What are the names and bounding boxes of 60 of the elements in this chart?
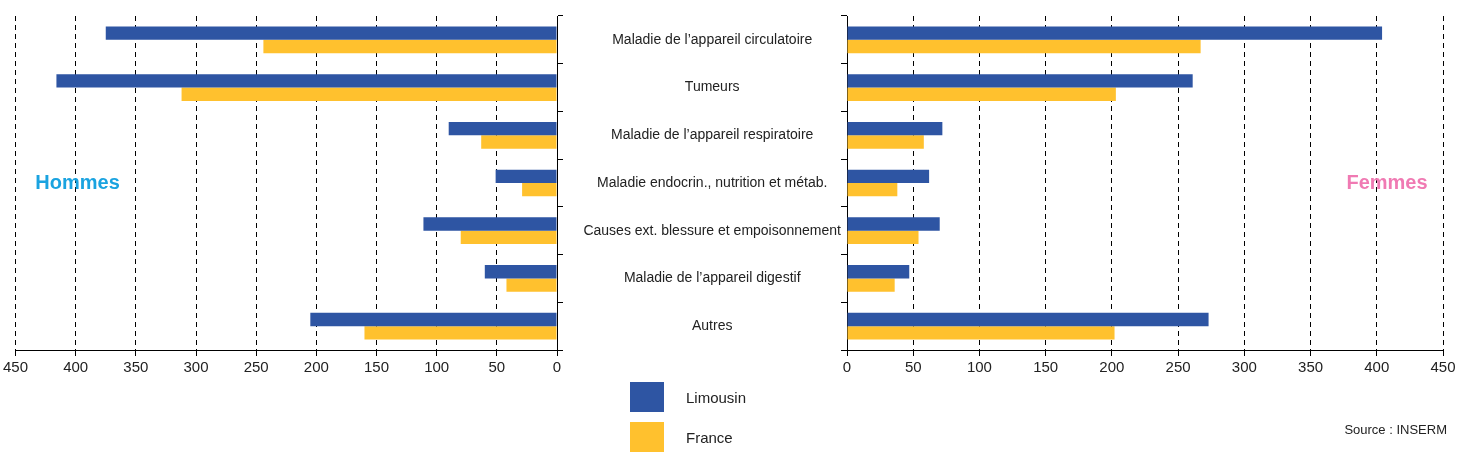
- text: Femmes: [1346, 170, 1428, 193]
- x-tick-label: 400: [1364, 358, 1390, 376]
- y-tick-label: Autres: [691, 317, 733, 333]
- legend-label: France: [686, 428, 733, 446]
- x-tick-label: 50: [488, 358, 506, 376]
- bar: [847, 39, 1201, 54]
- x-tick-label: 0: [842, 358, 852, 376]
- bar: [522, 183, 557, 197]
- x-tick-label: 250: [1165, 358, 1191, 376]
- bar: [847, 135, 924, 149]
- x-tick-label: 150: [363, 358, 390, 376]
- bar: [506, 278, 557, 292]
- x-tick-label: 350: [123, 358, 149, 376]
- bar: [484, 265, 557, 279]
- x-tick-label: 300: [1231, 358, 1257, 376]
- x-tick-label: 100: [424, 358, 450, 376]
- x-tick-label: 450: [3, 358, 29, 376]
- y-tick-label: Maladie de l’appareil circulatoire: [612, 30, 813, 47]
- bar: [847, 230, 919, 245]
- x-tick-label: 350: [1298, 358, 1324, 376]
- bar: [847, 74, 1193, 88]
- y-tick-label: Causes ext. blessure et empoisonnement: [583, 221, 842, 238]
- y-tick-label: Maladie de l’appareil digestif: [623, 269, 801, 286]
- bar: [310, 312, 557, 327]
- bar: [847, 312, 1209, 327]
- source-note: Source : INSERM: [1344, 422, 1447, 437]
- bar: [448, 121, 557, 136]
- bar: [423, 217, 557, 231]
- bar: [847, 87, 1116, 101]
- bar: [847, 183, 898, 197]
- bar: [105, 26, 557, 40]
- x-tick-label: 50: [904, 358, 922, 376]
- bar: [181, 87, 557, 101]
- bar: [847, 121, 943, 136]
- y-tick-label: Maladie de l’appareil respiratoire: [611, 126, 814, 143]
- bar: [460, 230, 557, 245]
- bar: [847, 217, 940, 231]
- x-tick-label: 150: [1033, 358, 1059, 376]
- y-tick-label: Maladie endocrin., nutrition et métab.: [597, 173, 828, 190]
- x-tick-label: 400: [63, 358, 89, 376]
- y-tick-label: Tumeurs: [684, 78, 740, 95]
- x-tick-label: 0: [552, 358, 562, 376]
- x-tick-label: 450: [1430, 358, 1456, 376]
- x-tick-label: 250: [243, 358, 269, 376]
- x-tick-label: 300: [183, 358, 209, 376]
- bar: [495, 169, 557, 183]
- x-tick-label: 200: [1099, 358, 1125, 376]
- bar: [847, 326, 1115, 340]
- text: Hommes: [35, 170, 120, 193]
- bar: [847, 278, 895, 292]
- x-tick-label: 200: [303, 358, 329, 376]
- legend-label: Limousin: [686, 388, 747, 406]
- bar: [263, 39, 557, 54]
- bar: [847, 265, 910, 279]
- bar: [364, 326, 557, 340]
- bar: [847, 169, 930, 183]
- bar: [847, 26, 1383, 40]
- bar: [56, 74, 557, 88]
- bar: [481, 135, 557, 149]
- x-tick-label: 100: [966, 358, 992, 376]
